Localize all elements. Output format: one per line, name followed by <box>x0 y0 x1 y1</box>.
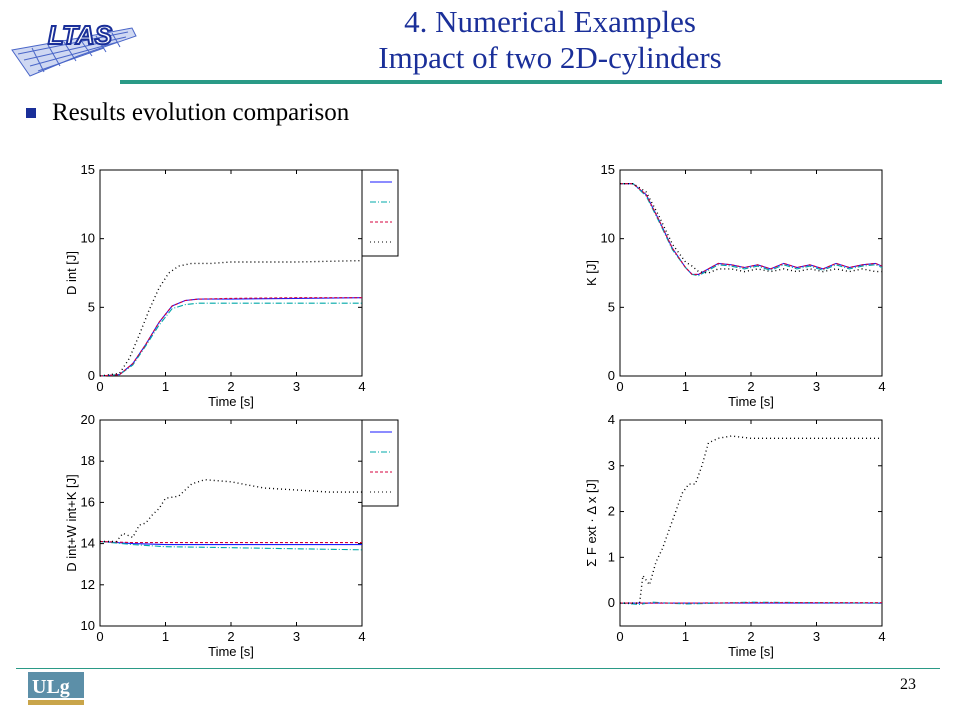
series-2-line <box>620 183 883 277</box>
y-tick-label: 15 <box>81 162 95 177</box>
y-axis-label: D int+W int+K [J] <box>64 474 79 572</box>
x-tick-label: 3 <box>813 629 820 644</box>
x-tick-label: 3 <box>293 379 300 394</box>
series-4-line <box>99 259 363 377</box>
series-1-line <box>620 183 883 275</box>
y-tick-label: 10 <box>81 231 95 246</box>
series-2-line <box>99 302 362 377</box>
x-tick-label: 3 <box>293 629 300 644</box>
ltas-logo-text: LTAS <box>48 20 113 50</box>
y-tick-label: 15 <box>601 162 615 177</box>
x-tick-label: 4 <box>878 629 885 644</box>
x-axis-label: Time [s] <box>208 394 254 409</box>
bullet-square-icon <box>26 108 36 118</box>
y-tick-label: 5 <box>608 299 615 314</box>
legend-box <box>361 169 399 257</box>
y-tick-label: 4 <box>608 412 615 427</box>
y-tick-label: 10 <box>81 618 95 633</box>
series-3-line <box>99 540 362 544</box>
x-tick-label: 0 <box>96 379 103 394</box>
plot-frame <box>619 419 883 627</box>
y-tick-label: 1 <box>608 549 615 564</box>
x-tick-label: 2 <box>227 379 234 394</box>
x-tick-label: 3 <box>813 379 820 394</box>
series-2-line <box>99 540 363 551</box>
ulg-logo: ULg <box>28 672 84 705</box>
x-axis-label: Time [s] <box>728 644 774 659</box>
chart-fext: 0 1 2 3 4 0 1 2 3 4 Time [s] Σ F ext · Δ x [J] <box>584 412 886 659</box>
y-tick-label: 10 <box>601 231 615 246</box>
x-tick-label: 1 <box>162 629 169 644</box>
series-1-line <box>99 540 362 546</box>
slide-title-line-2: Impact of two 2D-cylinders <box>378 40 722 75</box>
legend-box <box>361 419 399 507</box>
chart-dint: 0 1 2 3 4 0 5 10 15 Time [s] D int [J] <box>64 162 399 409</box>
x-axis-label: Time [s] <box>728 394 774 409</box>
title-divider <box>120 80 942 84</box>
y-tick-label: 18 <box>81 453 95 468</box>
y-tick-label: 14 <box>81 536 95 551</box>
x-tick-label: 1 <box>682 629 689 644</box>
y-axis-label: D int [J] <box>64 251 79 295</box>
slide-title-line-1: 4. Numerical Examples <box>404 4 696 39</box>
y-tick-label: 5 <box>88 299 95 314</box>
x-tick-label: 0 <box>616 629 623 644</box>
x-tick-label: 0 <box>96 629 103 644</box>
series-4-line <box>620 183 882 274</box>
y-tick-label: 0 <box>608 595 615 610</box>
series-2-line <box>619 601 883 606</box>
x-tick-label: 0 <box>616 379 623 394</box>
x-tick-label: 2 <box>747 379 754 394</box>
plot-frame <box>99 419 363 627</box>
y-tick-label: 2 <box>608 504 615 519</box>
y-tick-label: 20 <box>81 412 95 427</box>
x-tick-label: 1 <box>682 379 689 394</box>
y-axis-label: K [J] <box>584 260 599 286</box>
footer-divider <box>16 668 940 669</box>
chart-k: 0 1 2 3 4 0 5 10 15 Time [s] K [J] <box>584 162 886 409</box>
x-tick-label: 1 <box>162 379 169 394</box>
y-axis-label: Σ F ext · Δ x [J] <box>584 479 599 567</box>
x-tick-label: 2 <box>227 629 234 644</box>
y-tick-label: 12 <box>81 577 95 592</box>
plot-frame <box>99 169 363 377</box>
x-tick-label: 4 <box>358 629 365 644</box>
plot-frame <box>619 169 883 377</box>
y-tick-label: 0 <box>88 368 95 383</box>
x-tick-label: 2 <box>747 629 754 644</box>
x-tick-label: 4 <box>358 379 365 394</box>
bullet-text: Results evolution comparison <box>52 99 350 126</box>
y-tick-label: 16 <box>81 494 95 509</box>
y-tick-label: 0 <box>608 368 615 383</box>
y-tick-label: 3 <box>608 458 615 473</box>
ltas-logo: LTAS <box>11 19 137 77</box>
series-4-line <box>620 435 882 604</box>
page-number: 23 <box>900 676 916 693</box>
ulg-logo-text: ULg <box>32 676 70 698</box>
series-3-line <box>99 297 362 377</box>
x-axis-label: Time [s] <box>208 644 254 659</box>
x-tick-label: 4 <box>878 379 885 394</box>
